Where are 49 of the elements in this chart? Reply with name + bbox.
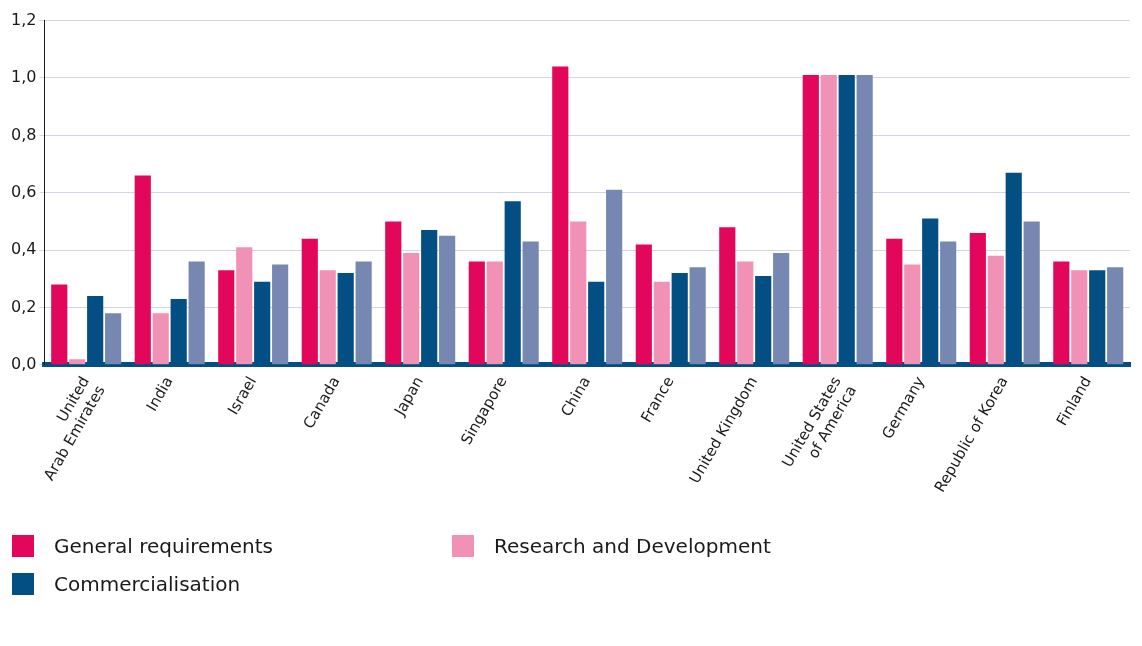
bar — [188, 261, 205, 365]
bar — [486, 261, 503, 365]
bar — [886, 238, 903, 365]
bar — [1053, 261, 1070, 365]
bar — [218, 270, 235, 365]
bar — [468, 261, 485, 365]
y-tick-label: 0,8 — [10, 124, 37, 144]
bar — [773, 252, 790, 365]
bar — [272, 264, 289, 365]
bar — [134, 175, 151, 365]
bar — [552, 66, 569, 365]
legend-label: Commercialisation — [54, 572, 241, 596]
bar — [1107, 267, 1124, 365]
bar — [904, 264, 921, 365]
y-tick-label: 0,2 — [10, 296, 37, 316]
bar — [653, 281, 670, 365]
bar — [355, 261, 372, 365]
bar — [719, 227, 736, 365]
bar — [301, 238, 318, 365]
bar — [606, 189, 623, 365]
y-tick-label: 0,0 — [10, 354, 37, 374]
bar — [403, 252, 420, 365]
bar — [856, 75, 873, 365]
bar — [635, 244, 652, 365]
bar — [319, 270, 336, 365]
bar — [69, 359, 86, 365]
bar — [439, 235, 456, 365]
bar — [969, 232, 986, 365]
bar — [236, 247, 253, 365]
bar — [987, 255, 1004, 365]
bar — [51, 284, 68, 365]
bar — [1071, 270, 1088, 365]
legend-label: Research and Development — [494, 534, 771, 558]
y-tick-label: 0,4 — [10, 239, 37, 259]
y-tick-label: 1,0 — [10, 67, 37, 87]
bar — [522, 241, 539, 365]
bar — [385, 221, 402, 365]
bar — [1023, 221, 1040, 365]
bar — [802, 75, 819, 365]
bar — [570, 221, 587, 365]
legend-label: General requirements — [54, 534, 274, 558]
bar — [105, 313, 122, 365]
bar — [737, 261, 754, 365]
bar — [689, 267, 706, 365]
bar — [820, 75, 837, 365]
bar — [152, 313, 169, 365]
y-tick-label: 0,6 — [10, 181, 37, 201]
bar — [940, 241, 957, 365]
y-tick-label: 1,2 — [10, 9, 37, 29]
